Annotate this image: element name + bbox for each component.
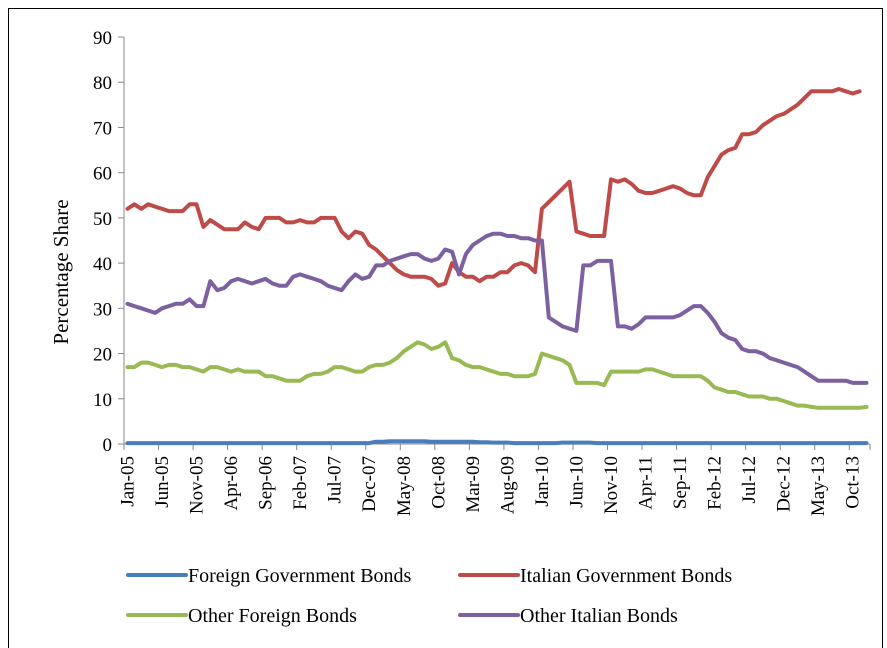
series-line-other-italian-bonds xyxy=(125,231,869,385)
series-line-italian-government-bonds xyxy=(125,87,862,288)
y-tick-label: 0 xyxy=(103,435,113,456)
chart-frame xyxy=(8,8,883,648)
x-tick-label: Oct-13 xyxy=(843,456,864,509)
legend-label: Other Italian Bonds xyxy=(520,605,678,627)
series-line-foreign-government-bonds xyxy=(125,439,869,446)
series-lines xyxy=(125,87,869,446)
legend-label: Italian Government Bonds xyxy=(520,565,732,587)
x-tick-label: Jun-05 xyxy=(152,456,173,508)
x-tick-label: May-08 xyxy=(394,456,415,516)
x-tick-label: May-13 xyxy=(808,456,829,516)
x-tick-label: Apr-06 xyxy=(221,456,242,511)
series-line-other-foreign-bonds xyxy=(125,340,869,410)
x-tick-label: Jan-05 xyxy=(117,456,138,507)
x-tick-label: Sep-11 xyxy=(670,456,691,509)
legend-label: Other Foreign Bonds xyxy=(188,605,357,627)
x-tick-label: Jun-10 xyxy=(566,456,587,508)
legend: Foreign Government Bonds Italian Governme… xyxy=(126,565,732,627)
y-tick-label: 80 xyxy=(93,73,112,94)
x-tick-label: Mar-09 xyxy=(463,456,484,513)
x-tick-label: Nov-10 xyxy=(601,456,622,514)
y-tick-label: 40 xyxy=(93,254,112,275)
y-tick-label: 30 xyxy=(93,299,112,320)
x-tick-label: Jul-07 xyxy=(325,456,346,504)
x-tick-label: Aug-09 xyxy=(497,456,518,514)
y-tick-label: 90 xyxy=(93,28,112,49)
y-axis: 0 10 20 30 40 50 60 70 80 90 xyxy=(93,28,124,456)
x-tick-label: Dec-12 xyxy=(774,456,795,512)
x-axis: Jan-05 Jun-05 Nov-05 Apr-06 Sep-06 Feb-07 Jul-… xyxy=(117,444,871,516)
y-tick-label: 60 xyxy=(93,164,112,185)
x-tick-label: Nov-05 xyxy=(187,456,208,514)
x-tick-label: Feb-07 xyxy=(290,456,311,510)
y-tick-label: 50 xyxy=(93,209,112,230)
x-tick-label: Feb-12 xyxy=(705,456,726,510)
y-tick-label: 20 xyxy=(93,345,112,366)
x-tick-label: Dec-07 xyxy=(359,456,380,512)
y-axis-title: Percentage Share xyxy=(49,199,73,344)
x-tick-label: Oct-08 xyxy=(428,456,449,509)
legend-label: Foreign Government Bonds xyxy=(188,565,412,587)
y-tick-label: 10 xyxy=(93,390,112,411)
x-tick-label: Jul-12 xyxy=(739,456,760,504)
y-tick-label: 70 xyxy=(93,118,112,139)
x-tick-label: Apr-11 xyxy=(636,456,657,510)
x-tick-label: Sep-06 xyxy=(256,456,277,510)
x-tick-label: Jan-10 xyxy=(532,456,553,507)
